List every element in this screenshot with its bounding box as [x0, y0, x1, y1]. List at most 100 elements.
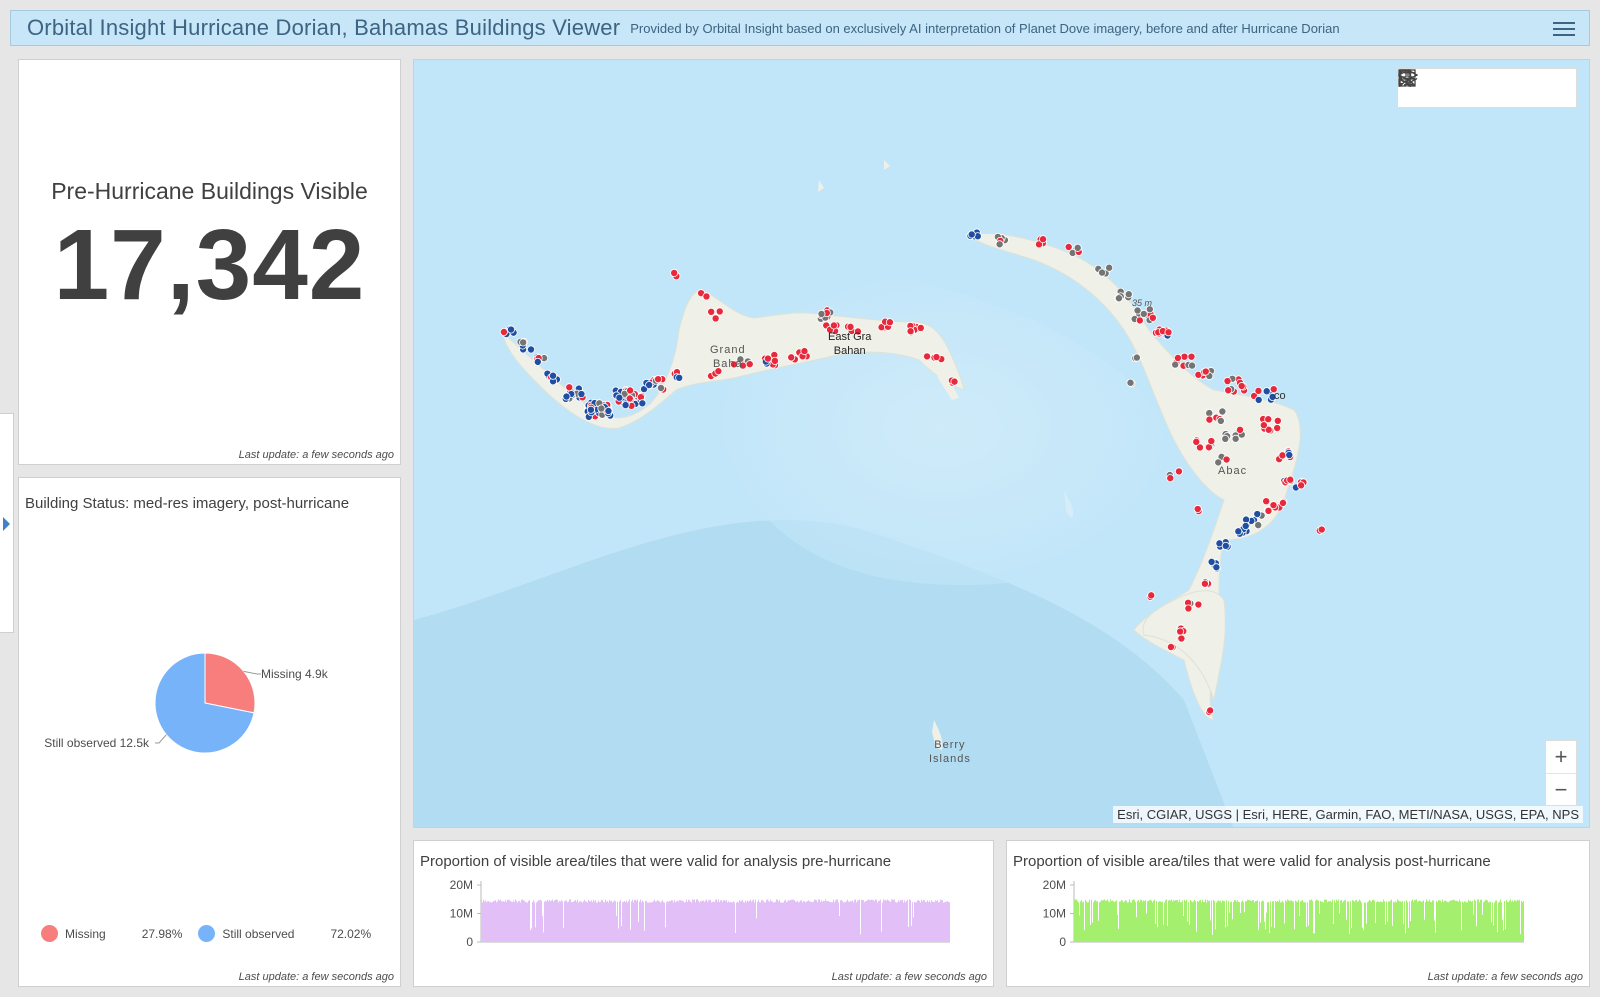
pie-last-update: Last update: a few seconds ago — [238, 971, 394, 983]
hist-bar — [1118, 928, 1119, 942]
layers-icon[interactable] — [1398, 69, 1532, 100]
hist-bar — [1225, 927, 1226, 942]
hist-bar — [1241, 901, 1242, 942]
hist-bar — [894, 899, 895, 942]
building-point — [1206, 706, 1215, 715]
legend-swatch-missing[interactable] — [41, 925, 58, 942]
hist-bar — [1314, 933, 1315, 942]
hist-bar — [903, 902, 904, 942]
hist-bar — [1106, 900, 1107, 942]
hist-bar — [1351, 928, 1352, 942]
hist-bar — [1104, 899, 1105, 942]
building-point — [1148, 313, 1157, 322]
hist-bar — [1442, 899, 1443, 942]
abaco-south-peninsula — [1142, 590, 1226, 701]
hist-bar — [1322, 901, 1323, 942]
hist-bar — [785, 899, 786, 942]
hist-bar — [1268, 902, 1269, 942]
hist-bar — [1420, 900, 1421, 942]
hist-bar — [1422, 901, 1423, 942]
zoom-in-button[interactable]: + — [1554, 744, 1568, 769]
hist-bar — [1475, 900, 1476, 942]
building-point — [1200, 579, 1209, 588]
zoom-out-button[interactable]: − — [1546, 773, 1576, 805]
hist-bar — [855, 899, 856, 942]
hist-bar — [496, 902, 497, 942]
hist-bar — [1445, 900, 1446, 942]
hist-bar — [868, 899, 869, 942]
hist-bar — [902, 899, 903, 942]
hist-bar — [1084, 930, 1085, 942]
building-point — [670, 268, 679, 277]
hist-bar — [676, 901, 677, 942]
pie-slice-missing[interactable] — [204, 652, 256, 714]
hist-bar — [798, 902, 799, 942]
building-point — [1264, 425, 1273, 434]
hist-bar — [624, 901, 625, 942]
hist-bar — [669, 901, 670, 942]
hist-bar — [1449, 901, 1450, 942]
hist-bar — [575, 900, 576, 942]
hist-bar — [1444, 900, 1445, 942]
hist-bar — [1507, 901, 1508, 942]
map-view[interactable]: Grand Baha East Gra Bahan Abac co 35 m Ber… — [413, 59, 1590, 828]
hist-bar — [1297, 901, 1298, 942]
hist-bar — [1209, 900, 1210, 942]
hist-bar — [819, 899, 820, 942]
building-point — [1194, 600, 1203, 609]
legend-swatch-still-observed[interactable] — [198, 925, 216, 942]
menu-icon[interactable] — [1553, 18, 1575, 38]
hist-bar — [1227, 925, 1228, 942]
hist-bar — [748, 901, 749, 942]
map-attribution[interactable]: Esri, CGIAR, USGS | Esri, HERE, Garmin, … — [1113, 806, 1583, 823]
hist-bar — [581, 901, 582, 942]
hist-bar — [1187, 921, 1188, 942]
hist-bar — [490, 901, 491, 942]
hist-bar — [1522, 902, 1523, 942]
hist-bar — [537, 901, 538, 942]
hist-bar — [1438, 899, 1439, 942]
bookmark-icon[interactable] — [1399, 69, 1466, 100]
pie-slice-still-observed[interactable] — [154, 652, 255, 754]
hist-bar — [666, 901, 667, 942]
hist-bar — [1207, 899, 1208, 942]
legend-icon[interactable] — [1399, 71, 1499, 100]
hist-bar — [1286, 901, 1287, 942]
hist-bar — [892, 899, 893, 942]
hist-bar — [1405, 933, 1406, 942]
hist-bar — [1292, 901, 1293, 942]
legend-label-still-observed[interactable]: Still observed — [222, 926, 295, 941]
hist-bar — [1439, 900, 1440, 942]
hist-bar — [864, 902, 865, 942]
building-point — [1254, 521, 1263, 530]
hist-bar — [603, 901, 604, 942]
hist-bar — [1312, 900, 1313, 942]
hist-bar — [720, 900, 721, 942]
hist-bar — [697, 899, 698, 942]
side-panel-toggle[interactable] — [0, 413, 14, 633]
hist-bar — [1211, 900, 1212, 942]
hist-bar — [1093, 902, 1094, 942]
hist-bar — [539, 900, 540, 942]
basemap-gallery-icon[interactable] — [1398, 69, 1565, 100]
hist-bar — [1232, 919, 1233, 942]
hist-bar — [1114, 902, 1115, 942]
hist-bar — [668, 901, 669, 942]
hist-bar — [820, 901, 821, 942]
hist-bar — [745, 900, 746, 942]
hist-bar — [910, 900, 911, 942]
hist-bar — [1271, 926, 1272, 942]
hist-bar — [736, 902, 737, 942]
hist-bar — [932, 901, 933, 942]
hist-bar — [770, 899, 771, 942]
hist-bar — [1081, 899, 1082, 942]
hist-bar — [1299, 916, 1300, 942]
hist-bar — [823, 900, 824, 942]
hist-bar — [565, 900, 566, 942]
hist-bar — [863, 900, 864, 942]
legend-label-missing[interactable]: Missing — [65, 926, 106, 941]
hist-bar — [1263, 901, 1264, 942]
map-canvas[interactable] — [414, 60, 1590, 828]
hist-bar — [1177, 899, 1178, 942]
hist-bar — [531, 928, 532, 942]
